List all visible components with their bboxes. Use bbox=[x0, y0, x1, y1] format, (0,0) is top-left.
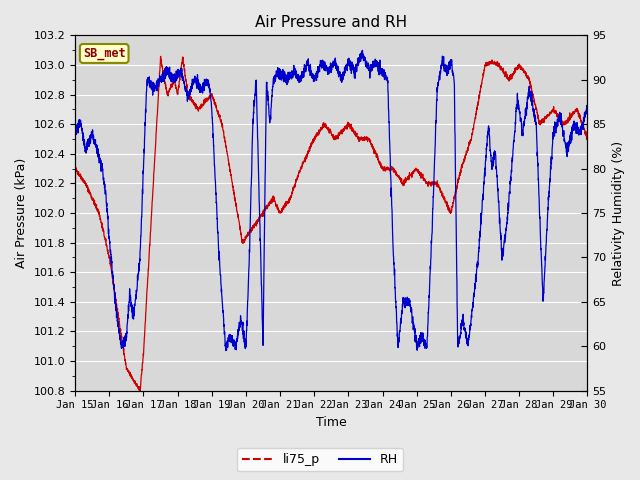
RH bbox=[574, 126, 582, 132]
Title: Air Pressure and RH: Air Pressure and RH bbox=[255, 15, 408, 30]
li75_p bbox=[574, 107, 582, 113]
Text: SB_met: SB_met bbox=[83, 47, 125, 60]
li75_p bbox=[291, 183, 298, 189]
X-axis label: Time: Time bbox=[316, 416, 347, 429]
RH bbox=[290, 72, 298, 78]
RH bbox=[71, 135, 79, 141]
Y-axis label: Relativity Humidity (%): Relativity Humidity (%) bbox=[612, 141, 625, 286]
RH bbox=[358, 48, 366, 53]
li75_p bbox=[136, 389, 144, 395]
Legend: li75_p, RH: li75_p, RH bbox=[237, 448, 403, 471]
RH bbox=[160, 71, 168, 77]
li75_p bbox=[130, 377, 138, 383]
li75_p bbox=[268, 198, 276, 204]
Line: RH: RH bbox=[75, 50, 588, 350]
li75_p bbox=[161, 76, 168, 82]
RH bbox=[518, 131, 526, 137]
RH bbox=[584, 107, 591, 112]
RH bbox=[268, 93, 276, 99]
li75_p bbox=[584, 136, 591, 142]
Y-axis label: Air Pressure (kPa): Air Pressure (kPa) bbox=[15, 158, 28, 268]
Line: li75_p: li75_p bbox=[75, 56, 588, 392]
RH bbox=[222, 348, 230, 353]
li75_p bbox=[518, 65, 526, 71]
li75_p bbox=[157, 53, 164, 59]
li75_p bbox=[71, 165, 79, 171]
RH bbox=[130, 316, 138, 322]
